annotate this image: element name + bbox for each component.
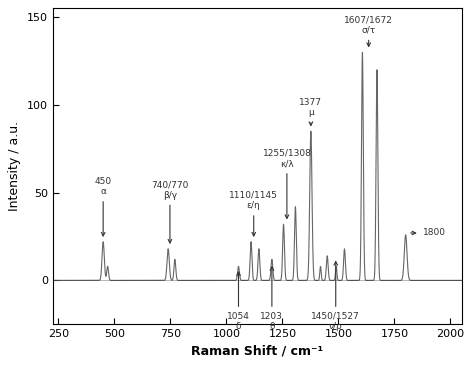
Text: 450
α: 450 α — [95, 177, 112, 236]
Text: 1255/1308
κ/λ: 1255/1308 κ/λ — [263, 149, 311, 219]
Text: 1377
μ: 1377 μ — [300, 98, 322, 126]
Text: 1203
θ: 1203 θ — [260, 267, 283, 331]
Y-axis label: Intensity / a.u.: Intensity / a.u. — [9, 121, 21, 211]
Text: 1054
δ: 1054 δ — [227, 272, 250, 331]
Text: 740/770
β/γ: 740/770 β/γ — [151, 180, 189, 243]
Text: 1800: 1800 — [410, 228, 446, 238]
X-axis label: Raman Shift / cm⁻¹: Raman Shift / cm⁻¹ — [191, 345, 323, 358]
Text: 1607/1672
σ/τ: 1607/1672 σ/τ — [344, 15, 393, 46]
Text: 1450/1527
ν/ρ: 1450/1527 ν/ρ — [311, 262, 360, 331]
Text: 1110/1145
ε/η: 1110/1145 ε/η — [229, 191, 278, 236]
